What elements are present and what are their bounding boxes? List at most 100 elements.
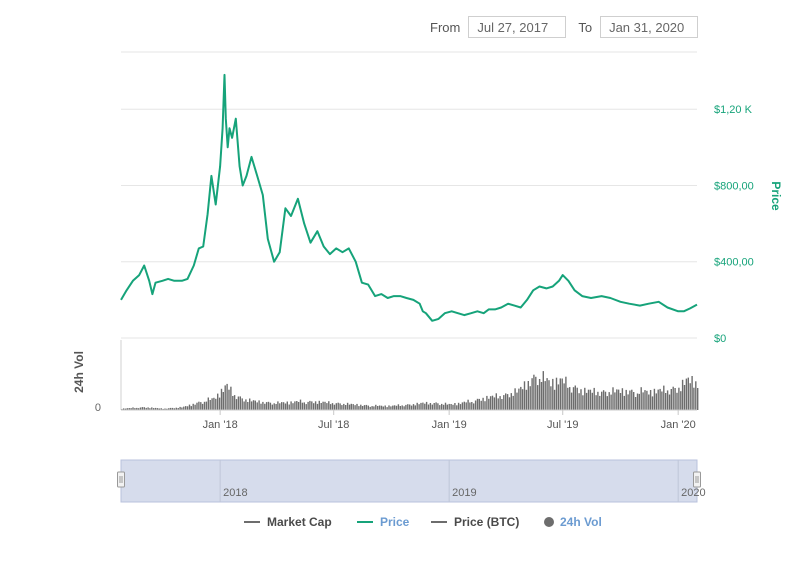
navigator-label: 2018 <box>223 487 247 499</box>
volume-bar <box>572 387 575 410</box>
volume-bar <box>134 408 136 410</box>
volume-bar <box>320 403 322 410</box>
volume-bar <box>297 402 300 410</box>
volume-bar <box>232 396 234 410</box>
volume-bar <box>591 392 593 410</box>
to-date-input[interactable] <box>600 16 699 38</box>
legend-item-24h-vol[interactable]: 24h Vol <box>544 515 602 529</box>
volume-bar <box>480 400 482 410</box>
volume-bar <box>307 401 309 410</box>
volume-bar <box>337 402 339 410</box>
volume-bar <box>627 394 629 410</box>
volume-bar <box>290 401 292 410</box>
volume-bar <box>316 403 319 410</box>
legend-item-market-cap[interactable]: Market Cap <box>244 515 332 529</box>
volume-bar <box>314 401 317 410</box>
volume-bar <box>365 404 368 410</box>
volume-bar <box>548 380 550 410</box>
volume-bar <box>288 404 290 410</box>
volume-bar <box>557 384 560 410</box>
volume-bar <box>345 405 347 410</box>
volume-bar <box>616 389 618 410</box>
volume-bar <box>444 402 447 410</box>
volume-bar <box>137 408 140 410</box>
volume-bar <box>318 400 320 410</box>
volume-bar <box>328 401 330 410</box>
volume-bar <box>576 387 578 410</box>
volume-bar <box>196 402 198 410</box>
volume-bar <box>203 401 206 410</box>
volume-bar <box>448 403 450 410</box>
navigator[interactable]: 2018 2019 2020 <box>117 459 706 503</box>
volume-bar <box>506 394 509 410</box>
volume-bar <box>237 396 240 410</box>
volume-bar <box>392 405 394 410</box>
volume-bar <box>324 401 326 410</box>
volume-bar <box>638 393 640 410</box>
volume-bar <box>648 394 650 410</box>
volume-bar <box>665 393 667 410</box>
volume-bar <box>239 396 241 410</box>
volume-bar <box>646 390 648 410</box>
volume-bar <box>313 403 315 410</box>
volume-bar <box>463 401 465 410</box>
legend-label: Market Cap <box>267 515 332 529</box>
volume-bar <box>503 395 505 410</box>
legend: Market Cap Price Price (BTC) 24h Vol <box>244 515 602 529</box>
volume-bar <box>474 400 477 410</box>
volume-bar <box>681 379 684 410</box>
volume-bar <box>247 402 249 410</box>
volume-bar <box>122 408 125 410</box>
date-range-selector: From To <box>430 16 699 38</box>
volume-bar <box>563 383 565 410</box>
volume-bar <box>456 405 458 410</box>
volume-bar <box>570 392 573 410</box>
volume-bar <box>516 392 518 410</box>
volume-bar <box>405 404 407 410</box>
volume-bar <box>452 404 454 410</box>
volume-bar <box>676 392 678 410</box>
volume-bar <box>697 388 699 410</box>
navigator-right-handle[interactable] <box>693 471 701 488</box>
volume-bar <box>352 404 354 410</box>
legend-item-price[interactable]: Price <box>357 515 410 529</box>
volume-bar <box>608 392 610 410</box>
navigator-left-handle[interactable] <box>117 471 125 488</box>
volume-bar <box>380 405 383 410</box>
from-date-input[interactable] <box>468 16 567 38</box>
volume-bar <box>685 378 688 410</box>
volume-bar <box>589 389 592 410</box>
volume-bar <box>653 388 656 410</box>
volume-bar <box>384 405 386 410</box>
volume-bar <box>164 408 166 410</box>
volume-bar <box>294 401 296 410</box>
volume-bar <box>610 394 612 410</box>
volume-bar <box>471 402 473 410</box>
volume-bar <box>151 407 153 410</box>
volume-bar <box>305 404 307 410</box>
volume-bar <box>410 405 413 410</box>
volume-bar <box>633 392 635 410</box>
volume-bar <box>228 389 230 410</box>
volume-bar <box>565 376 567 410</box>
volume-bar <box>465 402 467 410</box>
volume-bar <box>249 398 251 410</box>
volume-bar <box>335 403 337 410</box>
volume-bar <box>420 402 422 410</box>
volume-bar <box>689 383 691 410</box>
volume-bar <box>354 405 356 410</box>
volume-bar <box>209 400 211 410</box>
volume-bar <box>640 387 642 410</box>
volume-bar <box>497 398 499 410</box>
volume-bar <box>587 389 590 410</box>
volume-bar <box>126 408 128 410</box>
volume-bar <box>130 408 132 410</box>
volume-bar <box>267 401 270 410</box>
legend-item-price-btc[interactable]: Price (BTC) <box>431 515 519 529</box>
volume-bar <box>401 405 403 410</box>
volume-bar <box>680 391 682 410</box>
volume-bar <box>604 391 607 410</box>
volume-bar <box>533 374 535 410</box>
volume-bar <box>553 389 556 410</box>
volume-bar <box>139 407 142 410</box>
